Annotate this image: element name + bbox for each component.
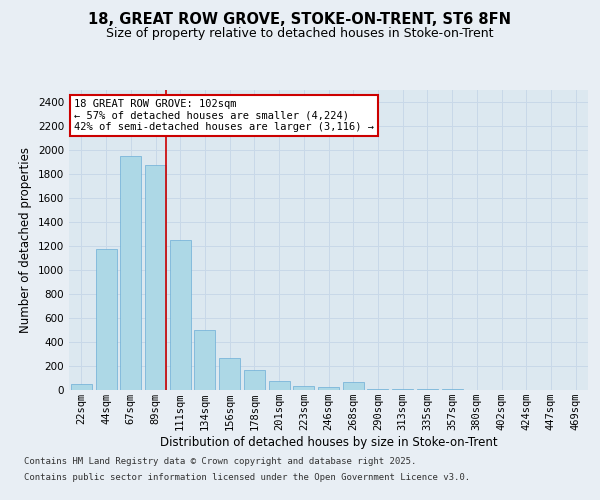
Bar [194, 330, 215, 390]
X-axis label: Distribution of detached houses by size in Stoke-on-Trent: Distribution of detached houses by size … [160, 436, 497, 449]
Bar [367, 389, 388, 390]
Bar [71, 384, 92, 390]
Text: 18 GREAT ROW GROVE: 102sqm
← 57% of detached houses are smaller (4,224)
42% of s: 18 GREAT ROW GROVE: 102sqm ← 57% of deta… [74, 99, 374, 132]
Bar [170, 240, 191, 390]
Bar [293, 386, 314, 390]
Bar [120, 156, 141, 390]
Y-axis label: Number of detached properties: Number of detached properties [19, 147, 32, 333]
Text: 18, GREAT ROW GROVE, STOKE-ON-TRENT, ST6 8FN: 18, GREAT ROW GROVE, STOKE-ON-TRENT, ST6… [89, 12, 511, 28]
Bar [318, 387, 339, 390]
Text: Contains public sector information licensed under the Open Government Licence v3: Contains public sector information licen… [24, 472, 470, 482]
Bar [95, 249, 116, 390]
Bar [219, 358, 240, 390]
Text: Size of property relative to detached houses in Stoke-on-Trent: Size of property relative to detached ho… [106, 28, 494, 40]
Bar [244, 370, 265, 390]
Bar [343, 382, 364, 390]
Text: Contains HM Land Registry data © Crown copyright and database right 2025.: Contains HM Land Registry data © Crown c… [24, 458, 416, 466]
Bar [269, 381, 290, 390]
Bar [145, 165, 166, 390]
